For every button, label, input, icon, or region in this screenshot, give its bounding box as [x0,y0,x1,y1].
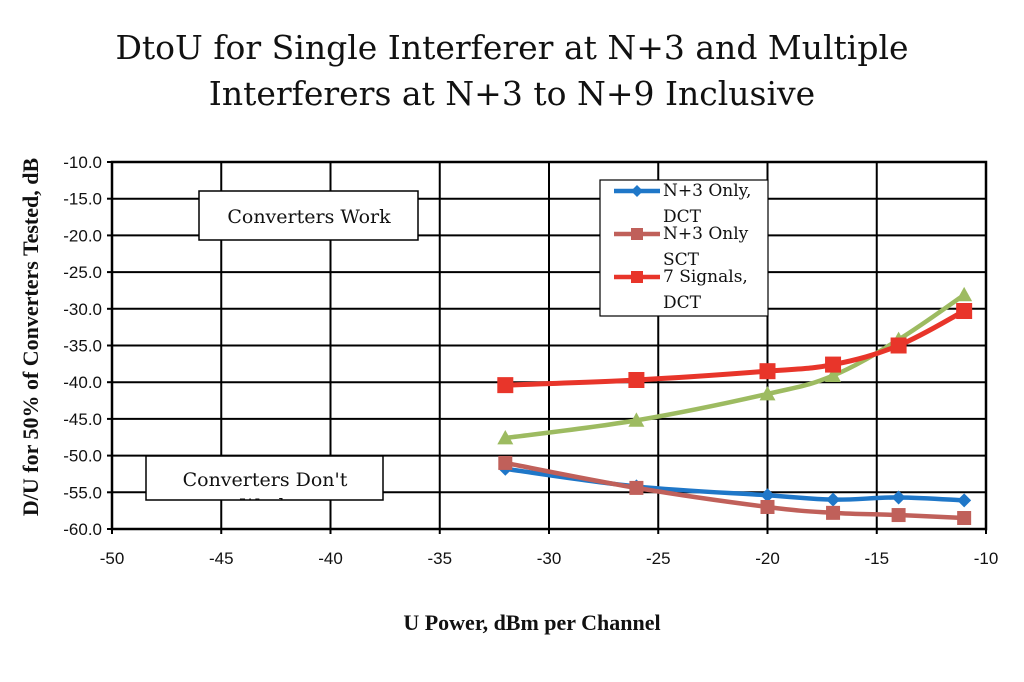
annotation-text-clipped: Work [240,495,291,517]
data-point [760,488,775,503]
y-tick-label: -60.0 [63,520,102,539]
chart-title-line-2: Interferers at N+3 to N+9 Inclusive [209,74,815,113]
annotation-box [145,455,384,501]
legend-label: DCT [663,293,702,313]
x-tick-label: -10 [974,549,999,568]
legend-label: 7 Signals, [663,267,748,287]
data-point [628,371,645,388]
data-point [497,429,514,445]
data-point [956,303,973,320]
data-point [760,499,775,514]
data-point [891,508,906,523]
tick-labels: -10.0 -15.0 -20.0 -25.0 -30.0 -35.0 -40.0 -45.0… [63,153,998,568]
annotation-converters-work: Converters Work [198,190,419,241]
data-point [497,377,514,394]
data-point [957,493,972,508]
data-point [631,271,643,283]
data-point [891,490,906,505]
data-point [957,510,972,525]
legend-label: DCT [663,207,702,227]
series [497,286,973,525]
y-tick-label: -50.0 [63,447,102,466]
annotation-text: Converters Don't [183,469,348,491]
data-point [890,337,907,354]
legend-item: 7 Signals, DCT [614,267,748,313]
series-1 [498,455,972,525]
legend-label: N+3 Only, [663,181,751,201]
y-tick-label: -45.0 [63,410,102,429]
legend-label: SCT [663,250,700,270]
y-tick-label: -25.0 [63,263,102,282]
y-tick-label: -40.0 [63,373,102,392]
data-point [826,492,841,507]
x-axis-label: U Power, dBm per Channel [403,610,660,635]
x-tick-label: -20 [755,549,780,568]
x-tick-label: -50 [100,549,125,568]
data-point [825,367,842,382]
y-tick-label: -35.0 [63,337,102,356]
y-tick-label: -30.0 [63,300,102,319]
data-point [956,286,973,302]
chart-title-line-1: DtoU for Single Interferer at N+3 and Mu… [115,28,908,67]
data-point [628,412,645,427]
legend-item: N+3 Only, DCT [614,181,751,227]
x-tick-label: -40 [318,549,343,568]
legend-label: N+3 Only [663,224,749,244]
annotation-converters-dont-work: Converters Don't Work [145,455,384,517]
y-tick-label: -10.0 [63,153,102,172]
y-tick-label: -15.0 [63,190,102,209]
x-tick-label: -30 [537,549,562,568]
y-tick-label: -20.0 [63,226,102,245]
legend-box [599,179,769,317]
data-point [759,385,776,401]
data-point [826,505,841,520]
x-tick-label: -35 [427,549,452,568]
y-axis-label: D/U for 50% of Converters Tested, dB [18,158,43,517]
data-point [631,228,643,240]
legend-item: N+3 Only SCT [614,224,749,270]
annotation-box [198,190,419,241]
data-point [759,363,776,380]
x-tick-label: -45 [209,549,234,568]
x-tick-label: -15 [864,549,889,568]
data-point [629,480,644,495]
data-point [631,185,643,197]
plot-frame [110,160,988,531]
annotation-text: Converters Work [227,206,391,228]
data-point [498,455,513,470]
data-point [825,356,842,373]
y-tick-label: -55.0 [63,483,102,502]
x-tick-label: -25 [646,549,671,568]
series-2 [497,303,973,394]
